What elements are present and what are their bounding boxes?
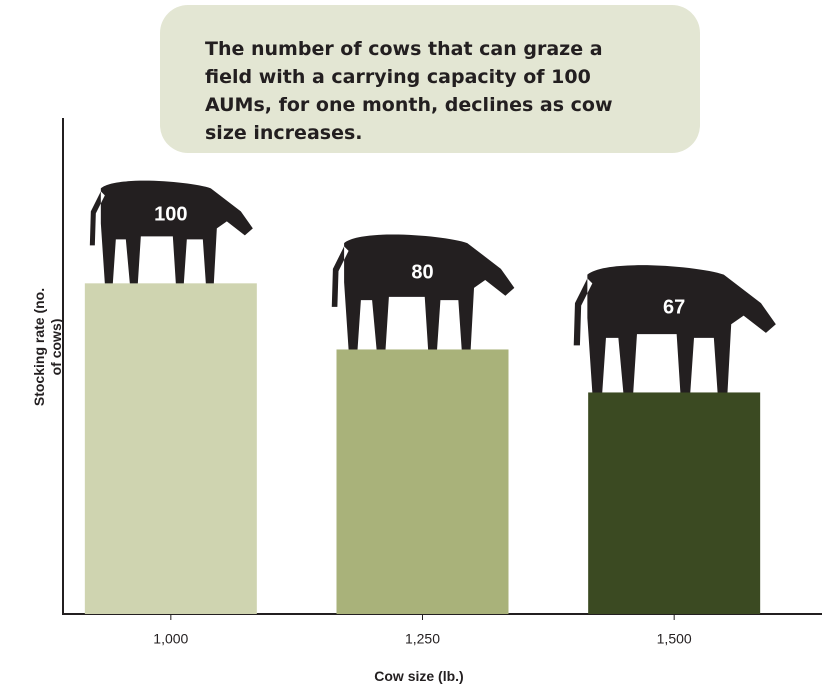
cow-icon [89, 180, 253, 284]
title-box: The number of cows that can graze a fiel… [160, 5, 700, 153]
x-tick-label: 1,000 [153, 631, 188, 647]
bar [588, 392, 761, 614]
x-tick-label: 1,250 [405, 631, 440, 647]
bar [84, 283, 257, 614]
value-label: 67 [663, 296, 685, 318]
x-tick-label: 1,500 [657, 631, 692, 647]
cow-silhouette [331, 234, 515, 350]
y-axis-label: Stocking rate (no. of cows) [31, 287, 64, 407]
cow-icon [573, 265, 776, 393]
value-label: 100 [154, 204, 187, 226]
value-label: 80 [411, 262, 433, 284]
cow-silhouette [89, 180, 253, 284]
x-axis-label: Cow size (lb.) [374, 668, 464, 684]
chart-title: The number of cows that can graze a fiel… [205, 38, 613, 144]
cow-silhouette [573, 265, 776, 393]
cow-icon [331, 234, 515, 350]
bar [336, 349, 509, 614]
